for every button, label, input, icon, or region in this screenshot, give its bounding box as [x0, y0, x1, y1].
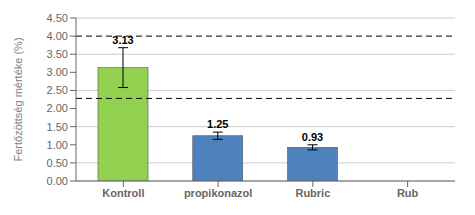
svg-text:0.50: 0.50: [47, 157, 68, 169]
svg-text:4.50: 4.50: [47, 12, 68, 24]
svg-text:1.50: 1.50: [47, 121, 68, 133]
svg-text:0.93: 0.93: [302, 131, 323, 143]
svg-text:1.00: 1.00: [47, 139, 68, 151]
svg-text:Fertőzöttség mértéke (%): Fertőzöttség mértéke (%): [12, 37, 24, 161]
svg-text:4.00: 4.00: [47, 30, 68, 42]
svg-text:Kontroll: Kontroll: [102, 187, 144, 199]
svg-text:3.00: 3.00: [47, 66, 68, 78]
svg-text:3.50: 3.50: [47, 48, 68, 60]
svg-text:2.50: 2.50: [47, 84, 68, 96]
svg-text:1.25: 1.25: [207, 118, 228, 130]
svg-text:2.00: 2.00: [47, 102, 68, 114]
svg-text:Rubric: Rubric: [295, 187, 330, 199]
svg-text:0.00: 0.00: [47, 175, 68, 187]
svg-text:Rub: Rub: [397, 187, 419, 199]
svg-text:3.13: 3.13: [112, 34, 133, 46]
svg-text:propikonazol: propikonazol: [184, 187, 252, 199]
